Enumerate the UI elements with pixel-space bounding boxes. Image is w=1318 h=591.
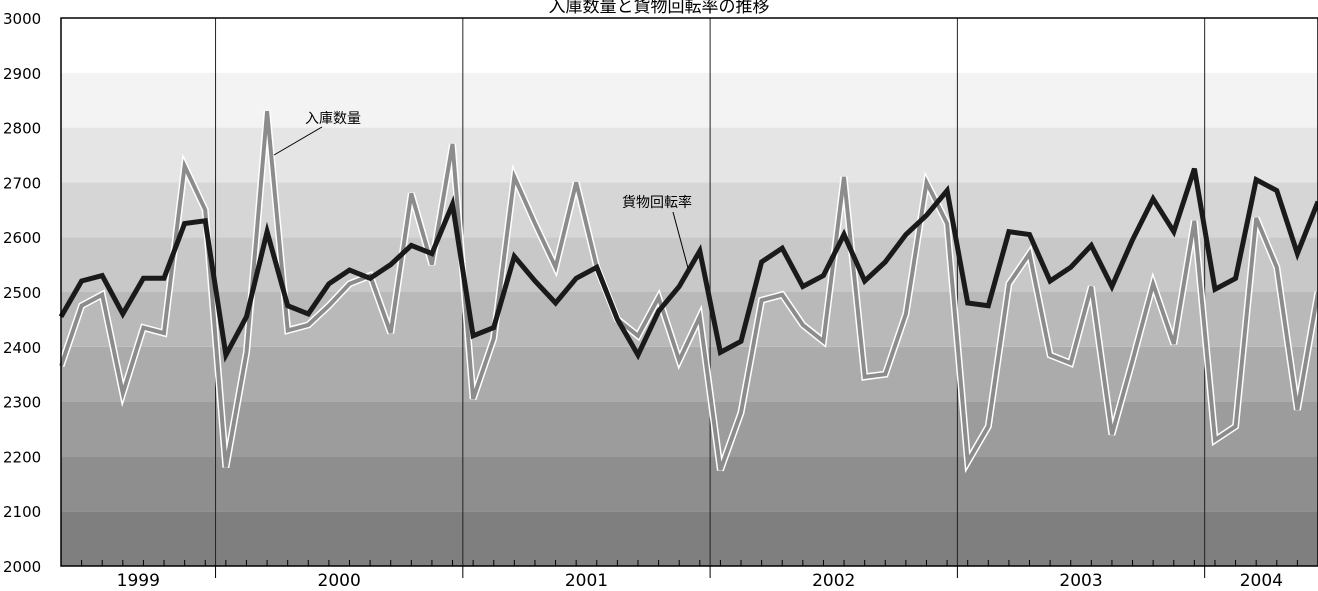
chart-title: 入庫数量と貨物回転率の推移	[548, 0, 770, 17]
year-label: 2004	[1240, 571, 1283, 591]
y-tick-label: 2000	[3, 558, 41, 576]
band	[61, 511, 1318, 566]
y-tick-label: 2500	[3, 284, 41, 302]
annotation-leader	[273, 126, 323, 156]
band	[61, 127, 1318, 183]
annotation-leader	[672, 211, 689, 269]
x-axis-year-labels: 1999 2000 2001 2002 2003 2004	[117, 571, 1283, 591]
y-tick-label: 2700	[3, 174, 41, 192]
band	[61, 401, 1318, 457]
y-tick-label: 2600	[3, 229, 41, 247]
series-line-貨物回転率	[58, 167, 1318, 363]
year-label: 2000	[318, 571, 361, 591]
minor-ticks	[60, 560, 1298, 566]
series-layer	[57, 110, 1318, 474]
annotation-label: 貨物回転率	[622, 194, 692, 211]
plot-frame	[60, 17, 1318, 567]
year-label: 1999	[117, 571, 160, 591]
y-tick-label: 3000	[3, 10, 41, 28]
band	[61, 72, 1318, 128]
y-tick-label: 2200	[3, 448, 41, 466]
y-tick-label: 2900	[3, 65, 41, 83]
band	[61, 182, 1318, 238]
year-label: 2002	[812, 571, 855, 591]
y-tick-label: 2400	[3, 339, 41, 357]
annotation-label: 入庫数量	[305, 110, 361, 127]
year-label: 2001	[565, 571, 608, 591]
y-tick-label: 2800	[3, 120, 41, 138]
year-label: 2003	[1059, 571, 1102, 591]
series-line-入庫数量	[59, 111, 1318, 471]
y-tick-label: 2300	[3, 394, 41, 412]
band	[61, 456, 1318, 512]
y-axis-ticks: 2000 2100 2200 2300 2400 2500 2600 2700 2800 2900…	[3, 10, 41, 576]
y-tick-label: 2100	[3, 503, 41, 521]
band	[61, 18, 1318, 73]
chart-header: 入庫数量と貨物回転率の推移	[0, 0, 1318, 17]
